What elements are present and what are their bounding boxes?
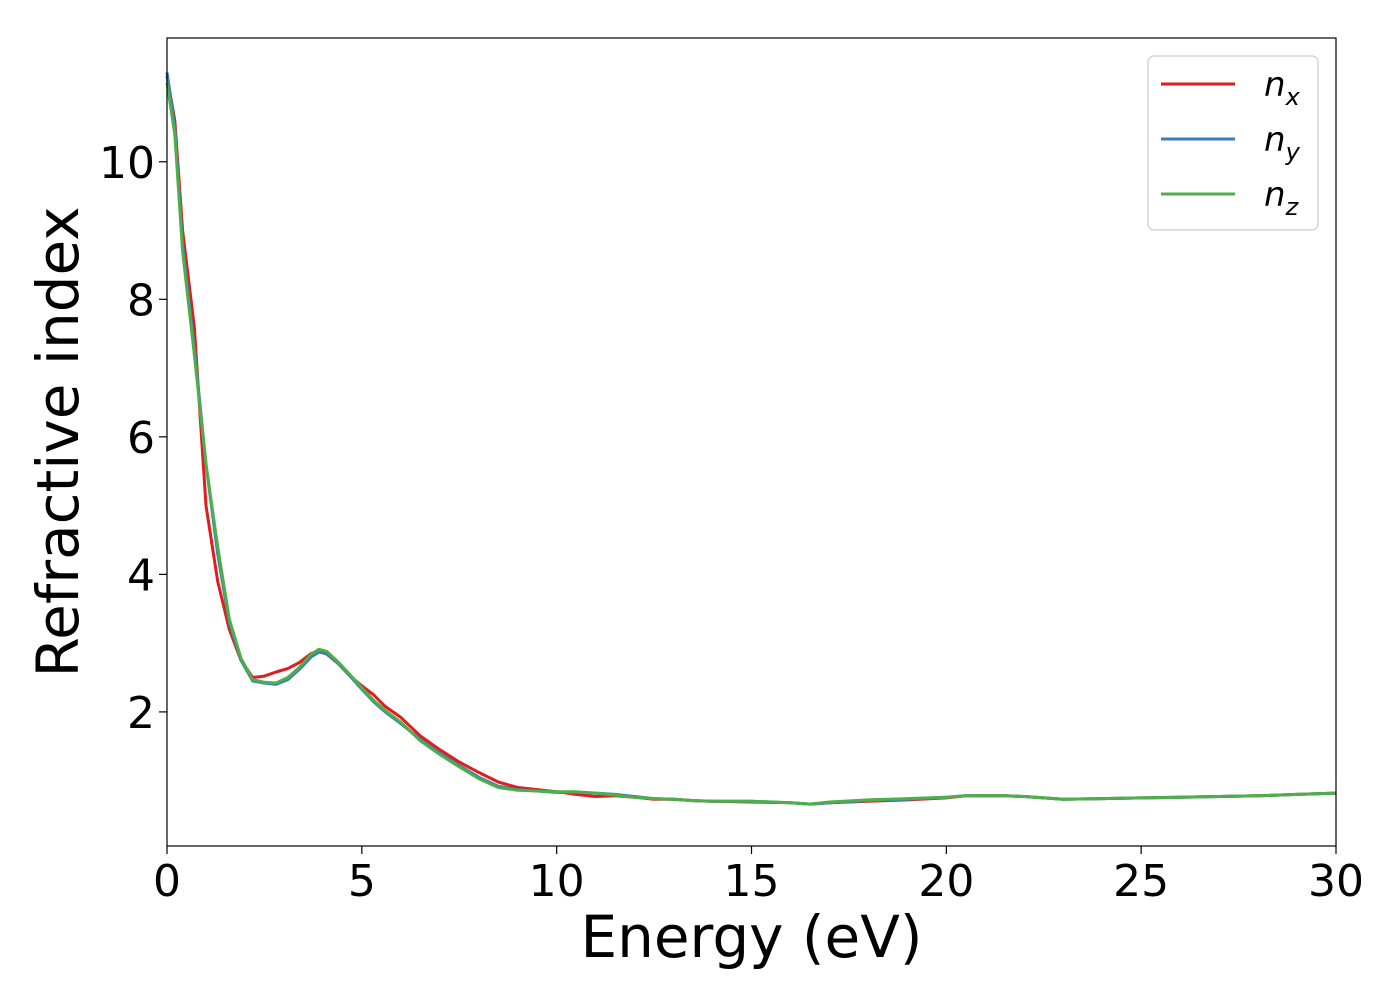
x-tick-label: 15 (724, 856, 780, 907)
legend-label-z: nz (1264, 175, 1300, 221)
x-axis-ticks: 0 5 10 15 20 25 30 (153, 846, 1364, 907)
x-tick-label: 10 (529, 856, 585, 907)
y-tick-label: 8 (127, 275, 155, 326)
legend-label-base: n (1264, 175, 1286, 215)
x-tick-label: 0 (153, 856, 181, 907)
y-axis-title: Refractive index (24, 206, 92, 677)
x-axis-title: Energy (eV) (580, 903, 922, 971)
y-tick-label: 4 (127, 550, 155, 601)
y-tick-label: 2 (127, 688, 155, 739)
x-tick-label: 20 (918, 856, 974, 907)
series-line-z (165, 82, 1337, 806)
legend-label-subscript: y (1285, 138, 1301, 166)
legend-label-base: n (1264, 65, 1286, 105)
legend-label-subscript: x (1285, 83, 1301, 111)
y-tick-label: 6 (127, 413, 155, 464)
x-tick-label: 30 (1308, 856, 1364, 907)
legend-label-subscript: z (1285, 193, 1300, 221)
legend-box (1147, 55, 1319, 231)
x-tick-label: 5 (348, 856, 376, 907)
legend-label-x: nx (1264, 65, 1301, 111)
y-axis-ticks: 2 4 6 8 10 (99, 138, 167, 739)
legend-label-base: n (1264, 120, 1286, 160)
x-tick-label: 25 (1113, 856, 1169, 907)
plot-lines (165, 72, 1337, 806)
legend-label-y: ny (1264, 120, 1301, 166)
y-tick-label: 10 (99, 138, 155, 189)
